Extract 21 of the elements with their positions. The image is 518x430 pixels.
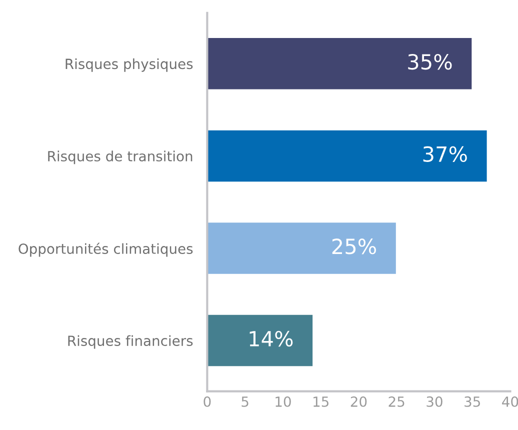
x-tick-label: 35 [464, 396, 480, 407]
data-label: 25% [332, 238, 376, 254]
bar [207, 221, 398, 276]
bar [207, 128, 488, 183]
y-tick-label: Risques physiques [66, 58, 193, 72]
data-label: 35% [408, 54, 452, 70]
y-tick-label: Risques financiers [68, 335, 193, 349]
data-label: 37% [423, 146, 467, 162]
x-tick-label: 30 [426, 396, 442, 407]
bar [207, 314, 314, 368]
x-tick-label: 40 [502, 396, 518, 407]
x-tick-label: 0 [204, 396, 211, 407]
x-tick-label: 15 [314, 396, 328, 407]
x-tick-label: 5 [242, 396, 248, 407]
x-tick-label: 20 [350, 396, 367, 407]
bar [207, 36, 474, 91]
y-tick-label: Risques de transition [48, 150, 192, 164]
x-tick-label: 10 [276, 396, 291, 407]
y-tick-label: Opportunités climatiques [18, 242, 193, 257]
x-tick-label: 25 [388, 396, 404, 407]
data-label: 14% [250, 330, 293, 347]
